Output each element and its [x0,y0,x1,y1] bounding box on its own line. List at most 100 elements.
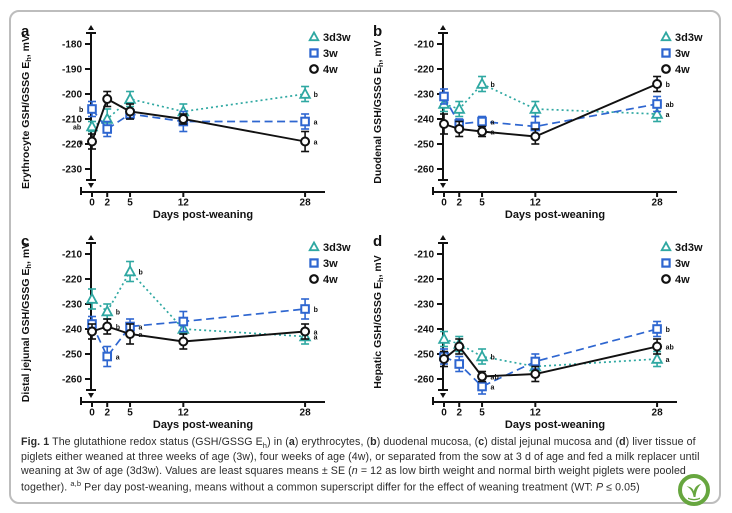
x-axis-title: Days post-weaning [153,419,253,431]
caption-segment: The glutathione redox status (GSH/GSSG E [49,436,263,448]
legend: 3d3w 3w 4w [308,30,351,76]
x-axis-title: Days post-weaning [505,419,605,431]
svg-text:-210: -210 [62,115,82,126]
svg-text:3w: 3w [675,258,690,270]
point-label: a [491,120,495,127]
svg-text:12: 12 [530,408,542,419]
point-label: b [491,82,495,89]
caption-segment: c [478,436,485,448]
caption-segment: Per day post-weaning, means without a co… [81,481,596,494]
legend: 3d3w 3w 4w [308,240,351,286]
point-label: a [139,325,143,332]
point-label: b [314,307,318,314]
caption-segment: a,b [70,478,82,488]
svg-text:-180: -180 [62,40,82,51]
svg-text:3d3w: 3d3w [323,242,351,254]
legend: 3d3w 3w 4w [660,30,703,76]
svg-text:3w: 3w [323,258,338,270]
svg-text:12: 12 [178,408,190,419]
point-label: a [314,140,318,147]
caption-segment: ) distal jejunal mucosa and ( [484,436,620,448]
svg-text:5: 5 [479,198,485,209]
publisher-logo-icon [677,473,711,507]
svg-text:4w: 4w [675,274,690,286]
point-label: b [116,310,120,317]
point-label: a [491,130,495,137]
x-axis-title: Days post-weaning [505,209,605,221]
series-4w [87,90,311,153]
caption-segment: h [262,441,268,451]
y-axis-title: Distal jejunal GSH/GSSG Eh, mV [20,242,33,402]
svg-text:-250: -250 [414,350,434,361]
svg-text:28: 28 [300,408,312,419]
x-axis [432,397,677,407]
caption-segment: P [595,481,604,494]
svg-text:-230: -230 [414,90,434,101]
caption-segment: b [370,436,377,448]
figure-card: a -180 -190 -200 -210 -220 -230 0 2 5 12 28 Days pos… [9,10,721,504]
chart-svg-c: c -210 -220 -230 -240 -250 -260 0 2 5 12 28 Days pos… [20,233,351,431]
caption-segment: ) erythrocytes, ( [294,436,371,448]
point-label: ab [666,345,674,352]
svg-text:5: 5 [479,408,485,419]
caption-segment: ) duodenal mucosa, ( [376,436,479,448]
svg-text:-190: -190 [62,65,82,76]
svg-text:0: 0 [441,198,447,209]
x-axis [80,397,325,407]
svg-text:4w: 4w [675,64,690,76]
caption-segment: ≤ 0.05) [603,481,640,494]
point-label: b [79,107,83,114]
chart-svg-b: b -210 -220 -230 -240 -250 -260 0 2 5 12 28 Days pos… [372,23,703,221]
svg-text:2: 2 [456,408,462,419]
series-3w [87,298,310,368]
svg-text:-250: -250 [62,350,82,361]
svg-text:28: 28 [652,198,664,209]
svg-text:-230: -230 [62,165,82,176]
point-label: a [666,357,670,364]
svg-text:-220: -220 [62,275,82,286]
legend: 3d3w 3w 4w [660,240,703,286]
svg-text:-210: -210 [414,40,434,51]
svg-text:28: 28 [300,198,312,209]
chart-panel-a: a -180 -190 -200 -210 -220 -230 0 2 5 12 28 Days pos… [13,14,369,227]
series-3d3w [437,75,664,123]
point-label: b [314,92,318,99]
series-4w [87,318,311,350]
point-label: a [491,385,495,392]
point-label: ab [666,102,674,109]
svg-text:3w: 3w [675,48,690,60]
svg-text:2: 2 [104,408,110,419]
caption-segment: n [351,464,358,477]
panel-letter-d: d [373,233,382,250]
x-axis [80,187,325,197]
svg-text:-260: -260 [62,375,82,386]
svg-text:-260: -260 [414,165,434,176]
svg-text:-260: -260 [414,375,434,386]
svg-text:3d3w: 3d3w [675,242,703,254]
chart-panel-c: c -210 -220 -230 -240 -250 -260 0 2 5 12 28 Days pos… [13,224,369,437]
chart-panel-d: d -210 -220 -230 -240 -250 -260 0 2 5 12 28 Days pos… [365,224,721,437]
svg-text:12: 12 [178,198,190,209]
svg-text:2: 2 [104,198,110,209]
svg-text:2: 2 [456,198,462,209]
svg-text:5: 5 [127,408,133,419]
y-axis [437,235,448,398]
point-label: b [139,270,143,277]
caption-segment: = 12 as low birth weight and normal birt… [21,464,686,494]
svg-text:-240: -240 [62,325,82,336]
panel-letter-c: c [21,233,29,250]
svg-text:28: 28 [652,408,664,419]
svg-text:-220: -220 [414,275,434,286]
point-label: a [314,335,318,342]
point-label: a [79,140,83,147]
x-axis [432,187,677,197]
y-axis-title: Duodenal GSH/GSSG Eh, mV [372,40,385,183]
point-label: ab [73,125,81,132]
svg-text:-220: -220 [414,65,434,76]
series-3w [439,320,662,395]
y-axis-title: Erythrocyte GSH/GSSG Eh, mV [20,35,33,189]
series-3d3w [85,260,312,345]
caption-segment: a [288,436,295,448]
svg-text:-210: -210 [62,250,82,261]
chart-svg-d: d -210 -220 -230 -240 -250 -260 0 2 5 12 28 Days pos… [372,233,703,431]
